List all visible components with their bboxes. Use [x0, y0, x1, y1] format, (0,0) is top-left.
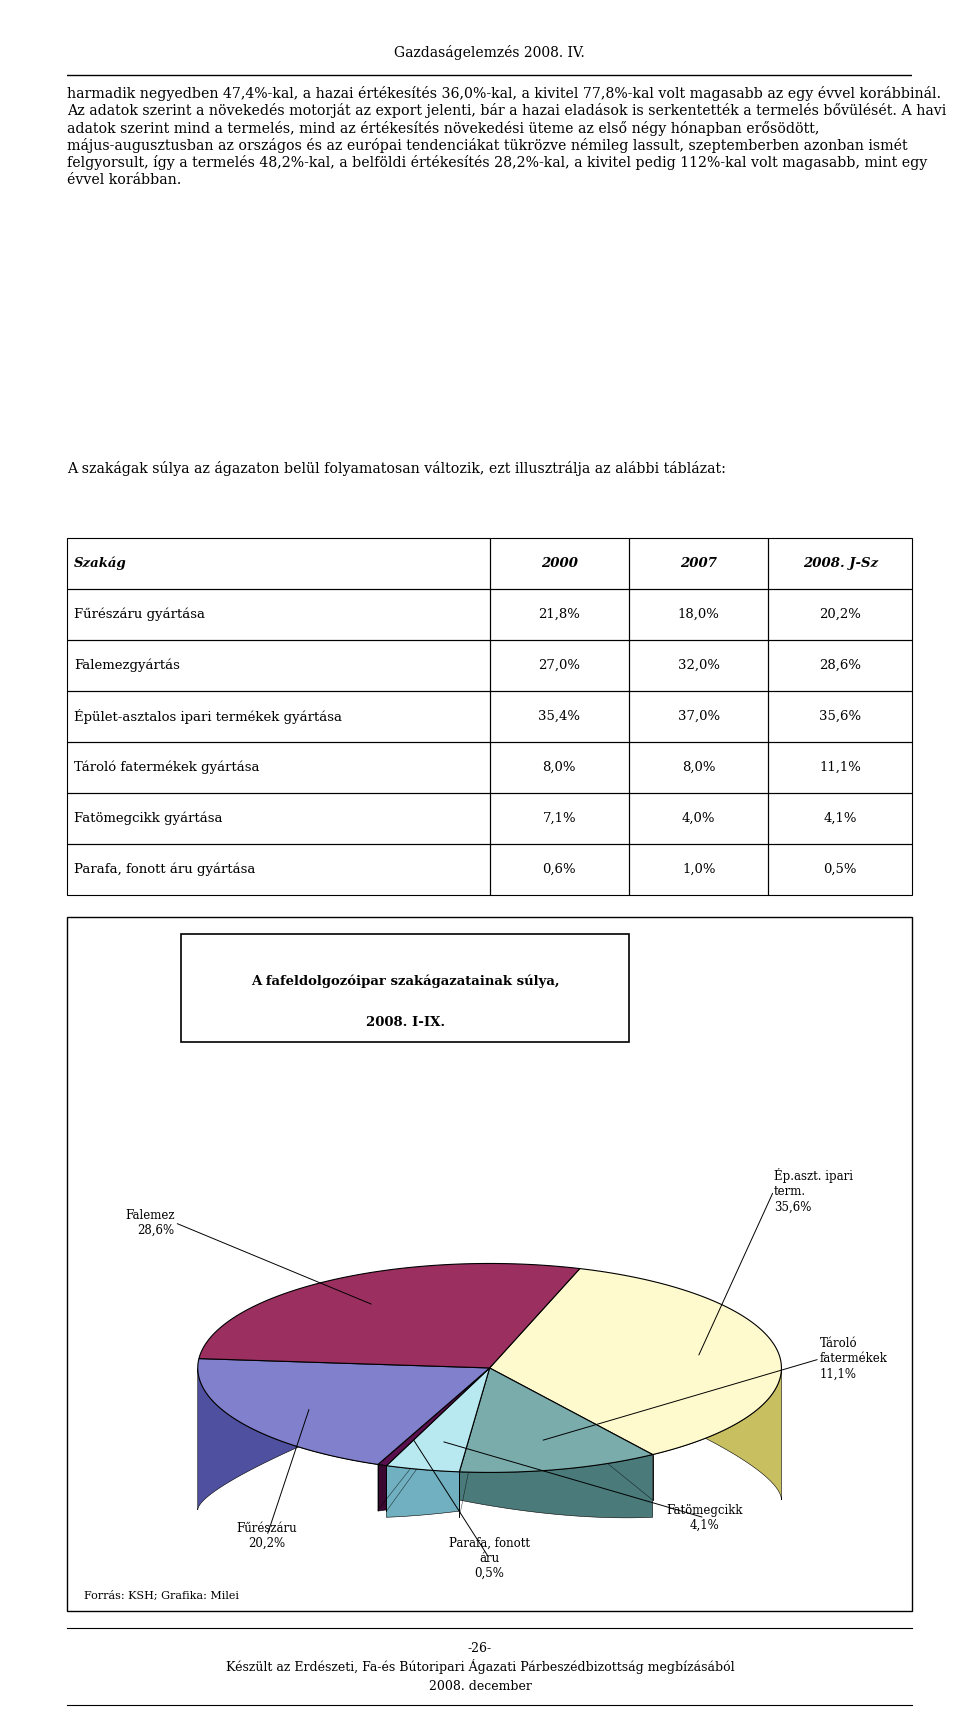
- Polygon shape: [653, 1368, 781, 1500]
- Polygon shape: [199, 1263, 580, 1368]
- Text: 35,6%: 35,6%: [819, 710, 861, 723]
- Bar: [490, 639, 629, 691]
- Text: Készült az Erdészeti, Fa-és Bútoripari Ágazati Párbeszédbizottság megbízásából: Készült az Erdészeti, Fa-és Bútoripari Á…: [226, 1659, 734, 1673]
- Text: 20,2%: 20,2%: [819, 608, 861, 620]
- Bar: [490, 843, 629, 895]
- Bar: [490, 538, 629, 590]
- Text: 8,0%: 8,0%: [542, 761, 576, 775]
- Bar: [629, 590, 768, 639]
- Polygon shape: [459, 1455, 653, 1519]
- Text: Parafa, fonott áru gyártása: Parafa, fonott áru gyártása: [74, 862, 255, 876]
- Text: 21,8%: 21,8%: [539, 608, 580, 620]
- Polygon shape: [378, 1368, 490, 1465]
- Text: 18,0%: 18,0%: [678, 608, 720, 620]
- Text: 4,1%: 4,1%: [824, 812, 857, 824]
- Polygon shape: [387, 1368, 490, 1472]
- Polygon shape: [387, 1465, 459, 1517]
- Bar: [67, 794, 490, 843]
- Polygon shape: [490, 1268, 781, 1455]
- Text: 0,5%: 0,5%: [824, 862, 857, 876]
- Bar: [629, 538, 768, 590]
- Text: 1,0%: 1,0%: [682, 862, 715, 876]
- Text: Fatömegcikk
4,1%: Fatömegcikk 4,1%: [666, 1503, 743, 1532]
- Text: 0,6%: 0,6%: [542, 862, 576, 876]
- Text: A fafeldolgozóipar szakágazatainak súlya,: A fafeldolgozóipar szakágazatainak súlya…: [251, 974, 560, 987]
- Bar: [490, 742, 629, 794]
- Text: 37,0%: 37,0%: [678, 710, 720, 723]
- Text: A szakágak súlya az ágazaton belül folyamatosan változik, ezt illusztrálja az al: A szakágak súlya az ágazaton belül folya…: [67, 461, 726, 476]
- Text: Fűrészáru gyártása: Fűrészáru gyártása: [74, 608, 204, 622]
- Bar: [768, 794, 912, 843]
- Text: harmadik negyedben 47,4%-kal, a hazai értékesítés 36,0%-kal, a kivitel 77,8%-kal: harmadik negyedben 47,4%-kal, a hazai ér…: [67, 86, 947, 187]
- Text: 27,0%: 27,0%: [539, 658, 580, 672]
- Polygon shape: [459, 1368, 653, 1472]
- Text: Parafa, fonott
áru
0,5%: Parafa, fonott áru 0,5%: [449, 1537, 530, 1580]
- Polygon shape: [198, 1368, 378, 1510]
- Text: Fatömegcikk gyártása: Fatömegcikk gyártása: [74, 811, 223, 824]
- Text: Épület-asztalos ipari termékek gyártása: Épület-asztalos ipari termékek gyártása: [74, 710, 342, 723]
- Bar: [629, 843, 768, 895]
- Bar: [768, 742, 912, 794]
- Bar: [67, 538, 490, 590]
- Bar: [768, 691, 912, 742]
- Text: Szakág: Szakág: [74, 557, 127, 571]
- Bar: [67, 691, 490, 742]
- Bar: [629, 794, 768, 843]
- Text: 35,4%: 35,4%: [539, 710, 580, 723]
- Bar: [490, 691, 629, 742]
- Text: 7,1%: 7,1%: [542, 812, 576, 824]
- Text: 2000: 2000: [540, 557, 578, 571]
- Text: Gazdaságelemzés 2008. IV.: Gazdaságelemzés 2008. IV.: [395, 45, 585, 60]
- Polygon shape: [378, 1464, 387, 1512]
- Bar: [629, 639, 768, 691]
- Bar: [490, 794, 629, 843]
- Bar: [768, 538, 912, 590]
- Text: 2007: 2007: [681, 557, 717, 571]
- Bar: [768, 843, 912, 895]
- Text: 8,0%: 8,0%: [682, 761, 715, 775]
- Text: Fűrészáru
20,2%: Fűrészáru 20,2%: [236, 1522, 298, 1549]
- Bar: [768, 590, 912, 639]
- Text: Tároló fatermékek gyártása: Tároló fatermékek gyártása: [74, 761, 259, 775]
- Bar: [768, 639, 912, 691]
- Text: 32,0%: 32,0%: [678, 658, 720, 672]
- Bar: [67, 843, 490, 895]
- Bar: [629, 742, 768, 794]
- Text: 28,6%: 28,6%: [819, 658, 861, 672]
- Bar: [490, 590, 629, 639]
- Text: Falemezgyártás: Falemezgyártás: [74, 658, 180, 672]
- Bar: [67, 590, 490, 639]
- Text: 4,0%: 4,0%: [682, 812, 715, 824]
- Polygon shape: [198, 1359, 490, 1464]
- Text: 2008. J-Sz: 2008. J-Sz: [803, 557, 877, 571]
- Text: -26-: -26-: [468, 1642, 492, 1656]
- Bar: [67, 639, 490, 691]
- Text: 2008. I-IX.: 2008. I-IX.: [366, 1016, 444, 1028]
- Bar: [629, 691, 768, 742]
- Text: 11,1%: 11,1%: [819, 761, 861, 775]
- Text: Forrás: KSH; Grafika: Milei: Forrás: KSH; Grafika: Milei: [84, 1591, 239, 1601]
- Bar: [181, 934, 629, 1042]
- Text: Ép.aszt. ipari
term.
35,6%: Ép.aszt. ipari term. 35,6%: [774, 1169, 852, 1214]
- Text: Tároló
fatermékek
11,1%: Tároló fatermékek 11,1%: [820, 1337, 888, 1380]
- Text: Falemez
28,6%: Falemez 28,6%: [125, 1208, 175, 1236]
- Text: 2008. december: 2008. december: [428, 1680, 532, 1693]
- Bar: [67, 742, 490, 794]
